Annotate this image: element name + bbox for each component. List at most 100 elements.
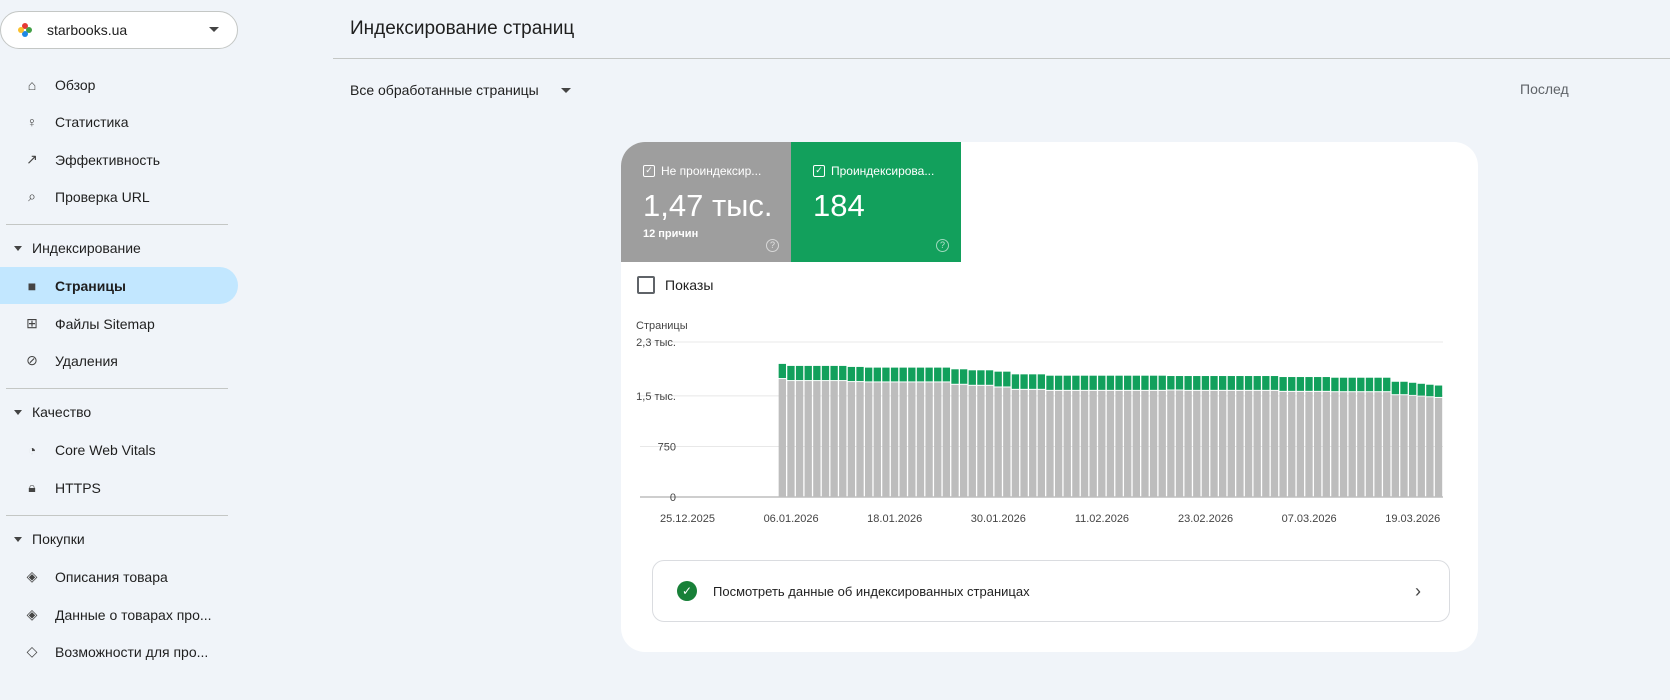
bar-not-indexed [1141, 390, 1149, 497]
section-shopping[interactable]: Покупки [0, 531, 85, 547]
bar-indexed [1098, 375, 1106, 390]
not-indexed-tile[interactable]: ✓ Не проиндексир... 1,47 тыс. 12 причин ? [621, 142, 791, 262]
view-indexed-pages-link[interactable]: ✓ Посмотреть данные об индексированных с… [652, 560, 1450, 622]
bar-not-indexed [1288, 391, 1296, 497]
bar-not-indexed [1408, 395, 1417, 497]
sidebar-item-overview[interactable]: ⌂ Обзор [0, 66, 238, 103]
bar-not-indexed [1305, 391, 1313, 497]
bar-not-indexed [1313, 391, 1322, 497]
date-range-label[interactable]: Послед [1520, 81, 1569, 97]
bar-indexed [959, 369, 968, 384]
bar-indexed [821, 365, 830, 381]
bar-indexed [856, 366, 864, 382]
bar-not-indexed [1063, 390, 1071, 497]
sidebar-item-url-inspection[interactable]: ⌕ Проверка URL [0, 178, 238, 215]
divider [6, 388, 228, 389]
impressions-checkbox[interactable]: Показы [637, 276, 713, 294]
bar-not-indexed [1244, 390, 1253, 497]
check-circle-icon: ✓ [677, 581, 697, 601]
bar-indexed [942, 367, 951, 382]
sidebar-item-removals[interactable]: ⊘ Удаления [0, 342, 238, 379]
bar-indexed [985, 370, 994, 385]
bar-not-indexed [1400, 395, 1408, 497]
bar-indexed [1391, 381, 1400, 395]
bar-not-indexed [1046, 390, 1054, 497]
pages-filter-dropdown[interactable]: Все обработанные страницы [350, 82, 571, 98]
sidebar-item-pages[interactable]: ■ Страницы [0, 267, 238, 304]
x-tick-label: 11.02.2026 [1075, 513, 1129, 525]
bar-indexed [1288, 377, 1296, 391]
bar-not-indexed [942, 382, 951, 497]
x-tick-label: 06.01.2026 [764, 513, 819, 525]
help-icon[interactable]: ? [936, 239, 949, 252]
checkbox-checked-icon[interactable]: ✓ [813, 165, 825, 177]
bar-not-indexed [1003, 387, 1011, 497]
section-label: Покупки [32, 531, 85, 547]
sidebar-item-statistics[interactable]: ♀ Статистика [0, 103, 238, 140]
page-title: Индексирование страниц [350, 18, 575, 39]
bar-not-indexed [1193, 390, 1201, 497]
bar-not-indexed [1037, 389, 1046, 497]
sidebar-item-https[interactable]: 🔒︎ HTTPS [0, 469, 238, 506]
sidebar-item-label: Данные о товарах про... [55, 606, 212, 623]
bar-indexed [1400, 381, 1408, 395]
property-selector[interactable]: starbooks.ua [0, 11, 238, 49]
bar-indexed [882, 367, 890, 382]
help-icon[interactable]: ? [766, 239, 779, 252]
bar-not-indexed [795, 381, 804, 497]
bar-not-indexed [1219, 390, 1227, 497]
bar-indexed [916, 367, 925, 382]
bar-indexed [1029, 374, 1037, 389]
sidebar-item-label: Обзор [55, 76, 96, 93]
bar-indexed [1270, 376, 1279, 390]
bar-indexed [778, 363, 786, 379]
bar-indexed [1175, 376, 1184, 390]
bar-not-indexed [1348, 392, 1356, 497]
bar-indexed [830, 365, 838, 381]
gauge-icon: ◔ [27, 441, 37, 458]
eye-off-icon: ⊘ [26, 352, 38, 368]
layers-icon: ◈ [26, 568, 38, 584]
divider [6, 224, 228, 225]
bar-indexed [1063, 375, 1071, 390]
sidebar-item-shopping-opportunities[interactable]: ◇ Возможности для про... [0, 633, 238, 670]
tile-label: Не проиндексир... [661, 164, 762, 178]
bar-indexed [1244, 376, 1253, 390]
bar-not-indexed [985, 385, 994, 497]
sidebar-item-label: Статистика [55, 113, 129, 130]
link-label: Посмотреть данные об индексированных стр… [713, 583, 1030, 599]
sidebar-item-core-web-vitals[interactable]: ◔ Core Web Vitals [0, 431, 238, 468]
bar-not-indexed [1262, 390, 1270, 497]
bar-indexed [1331, 377, 1339, 392]
bar-indexed [1158, 375, 1166, 390]
indexed-tile[interactable]: ✓ Проиндексирова... 184 ? [791, 142, 961, 262]
sidebar-item-performance[interactable]: ↗ Эффективность [0, 141, 238, 178]
bar-indexed [787, 365, 795, 381]
bar-not-indexed [1339, 392, 1348, 497]
bar-not-indexed [787, 381, 795, 497]
bar-not-indexed [847, 382, 856, 497]
tile-subtext: 12 причин [643, 228, 699, 240]
bar-not-indexed [778, 379, 786, 497]
sidebar-item-label: Возможности для про... [55, 643, 209, 660]
sidebar-item-product-snippets[interactable]: ◈ Описания товара [0, 558, 238, 595]
filter-label: Все обработанные страницы [350, 82, 539, 98]
bar-not-indexed [1184, 390, 1192, 497]
bar-indexed [1115, 375, 1123, 390]
bar-not-indexed [1115, 390, 1123, 497]
section-indexing[interactable]: Индексирование [0, 240, 141, 256]
bar-indexed [1296, 377, 1305, 391]
sidebar-item-merchant-listings[interactable]: ◈ Данные о товарах про... [0, 596, 238, 633]
bar-not-indexed [994, 387, 1002, 497]
bar-indexed [1210, 376, 1218, 390]
section-quality[interactable]: Качество [0, 404, 91, 420]
tag-icon: ◇ [26, 643, 38, 659]
bar-indexed [1417, 383, 1425, 396]
sidebar-item-sitemaps[interactable]: ⊞ Файлы Sitemap [0, 305, 238, 342]
bar-indexed [1374, 377, 1382, 392]
checkbox-checked-icon[interactable]: ✓ [643, 165, 655, 177]
chevron-right-icon: › [1415, 580, 1421, 601]
x-tick-label: 19.03.2026 [1385, 513, 1440, 525]
bar-not-indexed [977, 385, 985, 497]
bar-indexed [1262, 376, 1270, 390]
